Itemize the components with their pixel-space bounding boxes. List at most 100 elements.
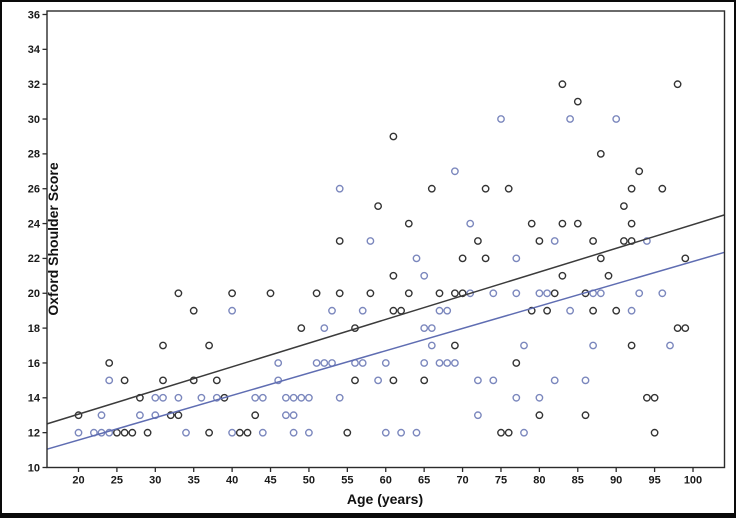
data-point-black-series [573, 219, 582, 228]
y-tick-label: 26 [28, 184, 40, 196]
data-point-blue-series [612, 115, 621, 123]
data-point-black-series [335, 289, 344, 298]
data-point-black-series [558, 219, 567, 228]
data-point-black-series [343, 428, 352, 437]
axes-layer: 20 25 30 35 40 45 50 55 60 65 70 75 80 85 90 95 100 10 12 1… [28, 9, 726, 487]
y-tick-label: 28 [28, 149, 40, 161]
fit-lines-layer [46, 214, 725, 450]
data-point-blue-series [443, 359, 452, 367]
points-layer [74, 80, 690, 437]
data-point-blue-series [312, 359, 321, 367]
data-point-black-series [458, 254, 467, 263]
x-tick-label: 100 [684, 475, 702, 487]
data-point-black-series [573, 97, 582, 106]
data-point-black-series [589, 306, 597, 315]
x-tick-label: 60 [380, 475, 392, 487]
y-tick-label: 16 [28, 358, 40, 370]
data-point-black-series [543, 306, 551, 315]
data-point-blue-series [435, 359, 444, 367]
blue-fit-line [46, 251, 725, 450]
data-point-blue-series [450, 167, 459, 176]
data-point-blue-series [297, 393, 306, 402]
data-point-blue-series [197, 393, 206, 402]
data-point-blue-series [228, 428, 237, 437]
data-point-black-series [558, 80, 567, 89]
data-point-blue-series [512, 393, 521, 402]
plot-frame [46, 10, 726, 469]
data-point-black-series [389, 306, 398, 315]
black-fit-line [46, 214, 725, 425]
data-point-black-series [389, 271, 398, 280]
data-point-black-series [635, 167, 644, 176]
y-tick-label: 10 [28, 462, 40, 474]
data-point-black-series [404, 289, 413, 298]
data-point-blue-series [228, 306, 237, 315]
data-point-black-series [266, 289, 275, 298]
x-tick-label: 85 [572, 475, 584, 487]
data-point-black-series [527, 219, 536, 228]
x-tick-label: 40 [226, 475, 238, 487]
data-point-blue-series [366, 237, 375, 245]
data-point-black-series [458, 289, 467, 298]
data-point-black-series [143, 428, 152, 437]
data-point-blue-series [566, 115, 574, 123]
data-point-blue-series [258, 428, 267, 437]
data-point-blue-series [420, 324, 429, 332]
data-point-black-series [627, 184, 636, 193]
data-point-black-series [404, 219, 413, 228]
data-point-black-series [581, 411, 590, 420]
data-point-black-series [243, 428, 252, 437]
data-point-black-series [658, 184, 667, 193]
data-point-black-series [612, 306, 621, 315]
data-point-black-series [497, 428, 505, 437]
data-point-black-series [473, 237, 482, 245]
x-tick-label: 55 [341, 475, 353, 487]
data-point-blue-series [289, 428, 298, 437]
data-point-blue-series [412, 254, 421, 263]
data-point-black-series [205, 341, 214, 350]
x-tick-label: 20 [72, 475, 84, 487]
data-point-blue-series [466, 289, 475, 298]
data-point-blue-series [335, 393, 344, 402]
data-point-black-series [673, 80, 682, 89]
data-point-black-series [535, 237, 544, 245]
data-point-blue-series [489, 376, 498, 385]
data-point-blue-series [281, 411, 290, 420]
y-tick-label: 34 [28, 44, 41, 56]
x-tick-label: 35 [188, 475, 200, 487]
data-point-blue-series [381, 428, 390, 437]
data-point-black-series [450, 341, 459, 350]
data-point-blue-series [251, 393, 260, 402]
data-point-blue-series [97, 411, 106, 420]
data-point-blue-series [550, 237, 559, 245]
data-point-blue-series [397, 428, 405, 437]
data-point-black-series [558, 271, 567, 280]
data-point-blue-series [550, 376, 559, 385]
data-point-blue-series [535, 289, 544, 298]
data-point-black-series [189, 306, 198, 315]
y-tick-label: 14 [28, 393, 41, 405]
data-point-blue-series [381, 359, 390, 367]
data-point-blue-series [473, 411, 482, 420]
data-point-black-series [681, 254, 690, 263]
x-tick-label: 70 [456, 475, 468, 487]
data-point-black-series [235, 428, 244, 437]
y-tick-label: 20 [28, 288, 40, 300]
data-point-black-series [481, 254, 490, 263]
y-tick-label: 30 [28, 114, 40, 126]
data-point-black-series [604, 271, 613, 280]
data-point-blue-series [74, 428, 83, 437]
data-point-blue-series [420, 359, 429, 367]
data-point-black-series [427, 184, 436, 193]
x-tick-label: 25 [111, 475, 123, 487]
data-point-blue-series [435, 306, 444, 315]
data-point-blue-series [328, 306, 336, 315]
y-tick-label: 18 [28, 323, 40, 335]
data-point-blue-series [320, 359, 329, 367]
data-point-black-series [120, 376, 129, 385]
data-point-black-series [120, 428, 129, 437]
data-point-black-series [228, 289, 237, 298]
data-point-blue-series [320, 324, 329, 332]
data-point-blue-series [581, 376, 590, 385]
